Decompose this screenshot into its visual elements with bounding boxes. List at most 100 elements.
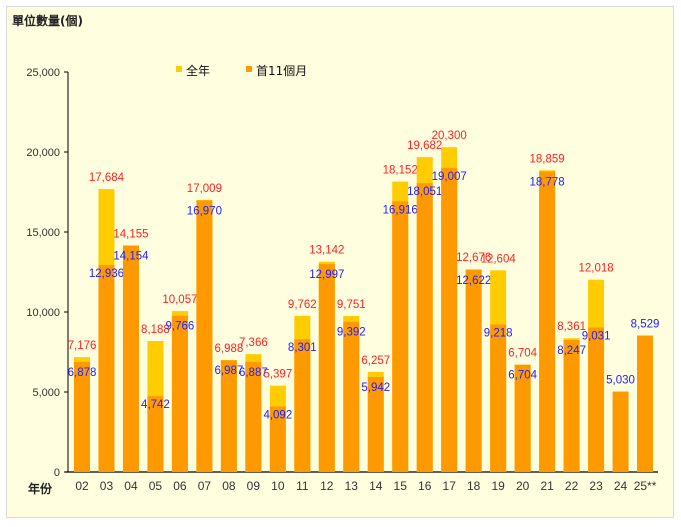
data-label-full-year: 12,018 [578, 263, 613, 275]
x-tick-label: 21 [540, 479, 554, 493]
data-label-full-year: 5,397 [263, 369, 292, 381]
x-tick-label: 11 [296, 479, 309, 493]
data-label-full-year: 14,155 [113, 229, 148, 241]
data-label-first-11-months: 12,997 [309, 269, 344, 281]
data-label-first-11-months: 19,007 [432, 171, 467, 183]
data-label-first-11-months: 8,247 [557, 345, 586, 357]
data-label-first-11-months: 6,987 [214, 365, 243, 377]
bar-first-11-months [367, 376, 384, 472]
data-label-first-11-months: 12,622 [456, 275, 491, 287]
bar-first-11-months [74, 361, 90, 472]
x-tick-label: 13 [345, 479, 359, 493]
bar-first-11-months [245, 361, 262, 472]
bar-first-11-months [539, 171, 556, 472]
bar-first-11-months [514, 364, 531, 472]
data-label-full-year: 9,762 [288, 299, 317, 311]
data-label-first-11-months: 8,301 [288, 342, 317, 354]
bar-first-11-months [318, 264, 335, 472]
bar-first-11-months [637, 335, 654, 472]
bar-first-11-months [269, 406, 286, 472]
legend-label-full-year: 全年 [186, 63, 210, 78]
data-label-full-year: 17,009 [187, 183, 222, 195]
x-tick-label: 24 [614, 479, 628, 493]
data-label-first-11-months: 9,766 [166, 321, 195, 333]
data-label-full-year: 12,676 [456, 252, 491, 264]
x-tick-label: 06 [173, 479, 187, 493]
x-tick-label: 07 [198, 479, 212, 493]
data-label-first-11-months: 5,942 [361, 382, 390, 394]
bar-first-11-months [147, 396, 164, 472]
data-label-full-year: 13,142 [309, 245, 344, 257]
x-tick-label: 17 [443, 479, 457, 493]
data-label-full-year: 7,176 [68, 340, 97, 352]
y-tick-label: 5,000 [32, 387, 60, 399]
data-label-first-11-months: 6,878 [68, 367, 97, 379]
data-label-full-year: 18,859 [530, 153, 565, 165]
data-label-first-11-months: 9,218 [484, 328, 513, 340]
data-label-first-11-months: 9,031 [582, 331, 611, 343]
data-label-first-11-months: 14,154 [113, 251, 149, 263]
bar-first-11-months [220, 360, 237, 472]
data-label-full-year: 8,361 [557, 321, 586, 333]
x-tick-label: 02 [75, 479, 89, 493]
bar-first-11-months [416, 183, 433, 472]
data-label-first-11-months: 12,936 [89, 268, 124, 280]
x-tick-label: 25** [634, 479, 657, 493]
data-label-full-year: 9,751 [337, 299, 366, 311]
data-label-full-year: 6,257 [361, 355, 390, 367]
bar-first-11-months [98, 265, 115, 472]
x-axis-title: 年份 [28, 481, 53, 496]
data-label-first-11-months: 8,529 [631, 319, 660, 331]
data-label-first-11-months: 16,970 [187, 205, 222, 217]
data-label-full-year: 19,682 [407, 140, 442, 152]
data-label-first-11-months: 18,778 [530, 177, 565, 189]
chart-title: 單位數量(個) [12, 14, 83, 28]
y-tick-label: 25,000 [26, 67, 60, 79]
y-tick-label: 0 [54, 467, 60, 479]
x-tick-label: 04 [124, 479, 138, 493]
data-label-first-11-months: 5,030 [606, 375, 635, 387]
data-label-first-11-months: 4,092 [263, 410, 292, 422]
x-tick-label: 20 [516, 479, 530, 493]
data-label-full-year: 6,704 [508, 348, 537, 360]
bar-first-11-months [563, 340, 580, 472]
bar-first-11-months [171, 315, 188, 472]
data-label-full-year: 20,300 [432, 130, 467, 142]
data-label-full-year: 17,684 [89, 172, 125, 184]
y-tick-label: 15,000 [26, 227, 60, 239]
y-tick-label: 20,000 [26, 147, 60, 159]
bar-first-11-months [612, 391, 629, 472]
y-tick-label: 10,000 [26, 307, 60, 319]
x-tick-label: 14 [369, 479, 383, 493]
x-tick-label: 09 [247, 479, 261, 493]
legend-swatch-first-11-months [246, 66, 252, 72]
legend-label-first-11-months: 首11個月 [256, 64, 307, 78]
data-label-first-11-months: 18,051 [407, 186, 442, 198]
x-tick-label: 22 [565, 479, 579, 493]
data-label-full-year: 7,366 [239, 337, 268, 349]
x-tick-label: 18 [467, 479, 481, 493]
data-label-first-11-months: 16,916 [383, 204, 418, 216]
data-label-first-11-months: 4,742 [141, 399, 170, 411]
x-tick-label: 15 [394, 479, 408, 493]
x-tick-label: 05 [149, 479, 163, 493]
x-tick-label: 10 [271, 479, 285, 493]
data-label-full-year: 8,188 [141, 324, 170, 336]
x-tick-label: 19 [491, 479, 505, 493]
data-label-full-year: 12,604 [481, 253, 517, 265]
data-label-full-year: 6,988 [214, 343, 243, 355]
bar-first-11-months [294, 339, 311, 472]
bar-first-11-months [392, 201, 409, 472]
data-label-first-11-months: 9,392 [337, 327, 366, 339]
chart-frame [6, 6, 674, 518]
bar-first-11-months [343, 321, 360, 472]
x-tick-label: 16 [418, 479, 432, 493]
data-label-first-11-months: 6,704 [508, 370, 537, 382]
legend-swatch-full-year [176, 66, 182, 72]
x-tick-label: 08 [222, 479, 236, 493]
bar-first-11-months [588, 327, 605, 472]
x-tick-label: 03 [100, 479, 114, 493]
bar-first-11-months [465, 270, 482, 472]
data-label-first-11-months: 6,887 [239, 367, 268, 379]
